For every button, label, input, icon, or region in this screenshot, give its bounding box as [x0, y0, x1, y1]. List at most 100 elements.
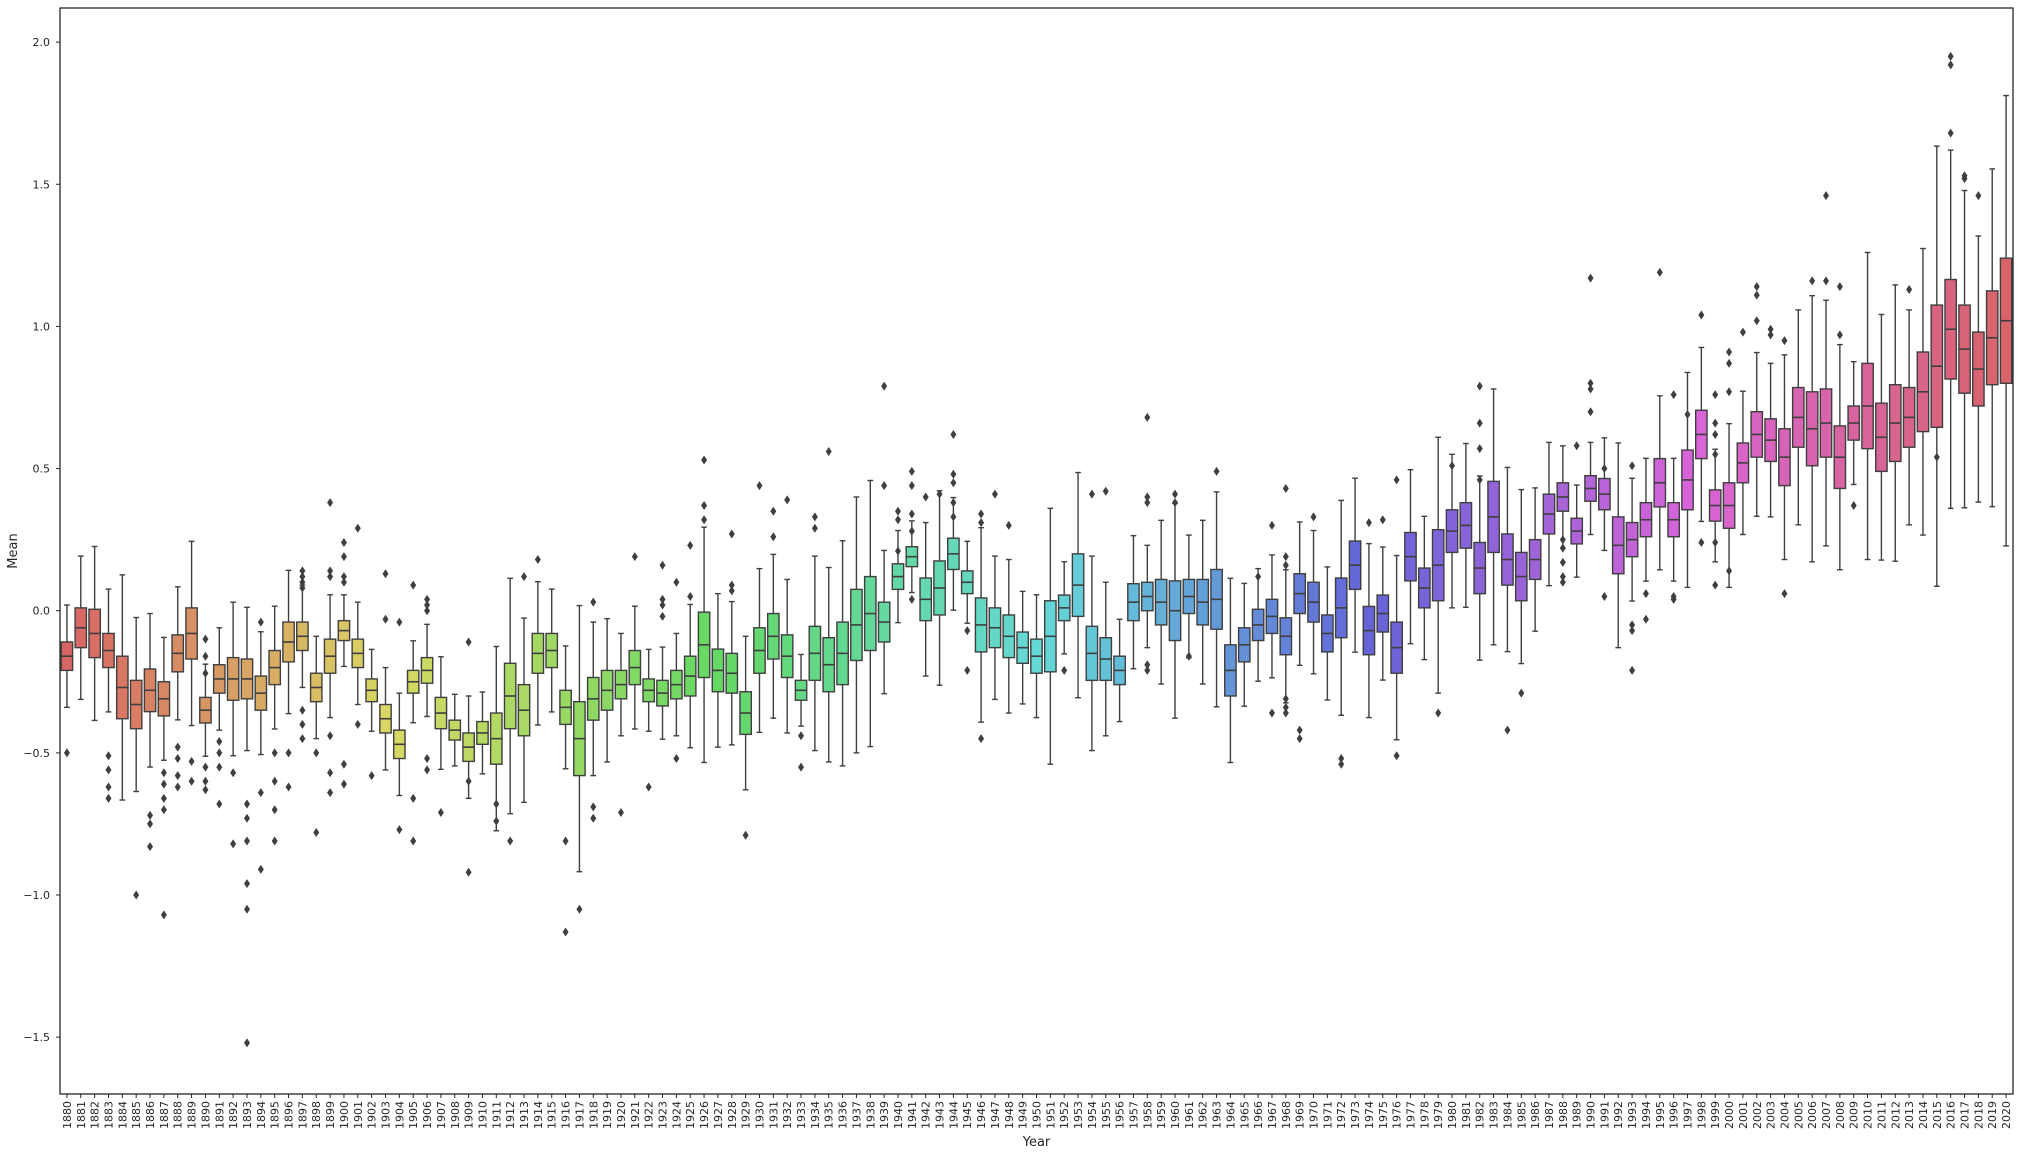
- box-1943: [933, 489, 946, 686]
- x-tick-label: 1956: [1114, 1101, 1127, 1129]
- x-tick-label: 1967: [1266, 1101, 1279, 1129]
- x-tick-label: 1934: [809, 1101, 822, 1129]
- box-1956: [1113, 618, 1126, 723]
- box-1981: [1459, 442, 1473, 608]
- outlier-point: [202, 762, 209, 772]
- x-tick-label: 1940: [892, 1101, 905, 1129]
- box-2005: [1791, 309, 1805, 526]
- box-1964: [1224, 577, 1237, 764]
- outlier-point: [299, 572, 306, 582]
- x-tick-label: 1904: [393, 1101, 406, 1129]
- outlier-point: [1726, 566, 1733, 576]
- x-tick-label: 1945: [961, 1101, 974, 1129]
- box-1901: [351, 523, 365, 729]
- x-tick-label: 1937: [850, 1101, 863, 1129]
- box-2017: [1958, 171, 1971, 509]
- outlier-point: [1102, 486, 1109, 496]
- x-tick-label: 1947: [989, 1101, 1002, 1129]
- outlier-point: [1629, 665, 1636, 675]
- x-tick-label: 1930: [753, 1101, 766, 1129]
- outlier-point: [1185, 651, 1192, 661]
- x-tick-label: 2006: [1806, 1101, 1819, 1129]
- outlier-point: [396, 825, 403, 835]
- outlier-point: [825, 446, 832, 456]
- outlier-point: [1753, 316, 1760, 326]
- x-tick-label: 1966: [1252, 1101, 1265, 1129]
- outlier-point: [770, 506, 777, 516]
- outlier-point: [147, 819, 154, 829]
- x-tick-label: 1911: [490, 1101, 503, 1129]
- box-1880: [60, 604, 74, 758]
- outlier-point: [1365, 518, 1372, 528]
- outlier-point: [950, 469, 957, 479]
- x-tick-label: 1890: [199, 1101, 212, 1129]
- x-tick-label: 1938: [864, 1101, 877, 1129]
- box-1888: [171, 586, 185, 792]
- box-1914: [531, 555, 545, 726]
- x-tick-label: 2005: [1792, 1101, 1805, 1129]
- x-tick-label: 2019: [1986, 1101, 1999, 1129]
- outlier-point: [160, 779, 167, 789]
- outlier-point: [950, 512, 957, 522]
- x-tick-label: 1994: [1640, 1101, 1653, 1129]
- x-tick-label: 1916: [560, 1101, 573, 1129]
- outlier-point: [701, 515, 708, 525]
- box-1945: [960, 540, 974, 675]
- box-1889: [185, 540, 198, 786]
- outlier-point: [1282, 483, 1289, 493]
- x-tick-label: 1969: [1294, 1101, 1307, 1129]
- outlier-point: [1393, 751, 1400, 761]
- box-1896: [282, 569, 295, 792]
- outlier-point: [285, 748, 292, 758]
- outlier-point: [105, 751, 112, 761]
- x-tick-label: 1913: [518, 1101, 531, 1129]
- outlier-point: [1642, 614, 1649, 624]
- outlier-point: [1268, 708, 1275, 718]
- outlier-point: [1961, 174, 1968, 184]
- box-1928: [725, 529, 739, 746]
- x-tick-label: 1920: [615, 1101, 628, 1129]
- outlier-point: [327, 572, 334, 582]
- y-tick-label: −1.0: [23, 889, 50, 902]
- x-tick-label: 1952: [1058, 1101, 1071, 1129]
- outlier-point: [1255, 572, 1262, 582]
- box-1953: [1071, 471, 1085, 699]
- x-tick-label: 1984: [1501, 1101, 1514, 1129]
- y-axis-ticks: −1.5 −1.0 −0.5 0.0 0.5 1.0 1.5 2.0: [23, 36, 60, 1044]
- outlier-point: [1144, 412, 1151, 422]
- outlier-point: [340, 552, 347, 562]
- outlier-point: [465, 637, 472, 647]
- box-1952: [1057, 561, 1071, 675]
- outlier-point: [1144, 492, 1151, 502]
- outlier-point: [1947, 60, 1954, 70]
- outlier-point: [1393, 475, 1400, 485]
- outlier-point: [1559, 557, 1566, 567]
- box-1938: [863, 479, 877, 748]
- x-tick-label: 1955: [1100, 1101, 1113, 1129]
- box-1909: [462, 637, 475, 877]
- x-tick-label: 2012: [1889, 1101, 1902, 1129]
- x-tick-label: 1895: [269, 1101, 282, 1129]
- x-tick-label: 1935: [823, 1101, 836, 1129]
- outlier-point: [1282, 702, 1289, 712]
- x-tick-label: 1905: [407, 1101, 420, 1129]
- outlier-point: [673, 577, 680, 587]
- x-tick-label: 1881: [75, 1101, 88, 1129]
- x-tick-label: 1965: [1238, 1101, 1251, 1129]
- outlier-point: [1296, 734, 1303, 744]
- outlier-point: [673, 754, 680, 764]
- x-tick-label: 1917: [573, 1101, 586, 1129]
- outlier-point: [299, 583, 306, 593]
- outlier-point: [659, 600, 666, 610]
- x-tick-label: 1907: [435, 1101, 448, 1129]
- box-1948: [1002, 520, 1016, 714]
- outlier-point: [1310, 512, 1317, 522]
- outlier-point: [188, 756, 195, 766]
- outlier-point: [908, 526, 915, 536]
- outlier-point: [1656, 267, 1663, 277]
- x-tick-label: 1933: [795, 1101, 808, 1129]
- x-tick-label: 1914: [532, 1101, 545, 1129]
- outlier-point: [160, 768, 167, 778]
- outlier-point: [465, 867, 472, 877]
